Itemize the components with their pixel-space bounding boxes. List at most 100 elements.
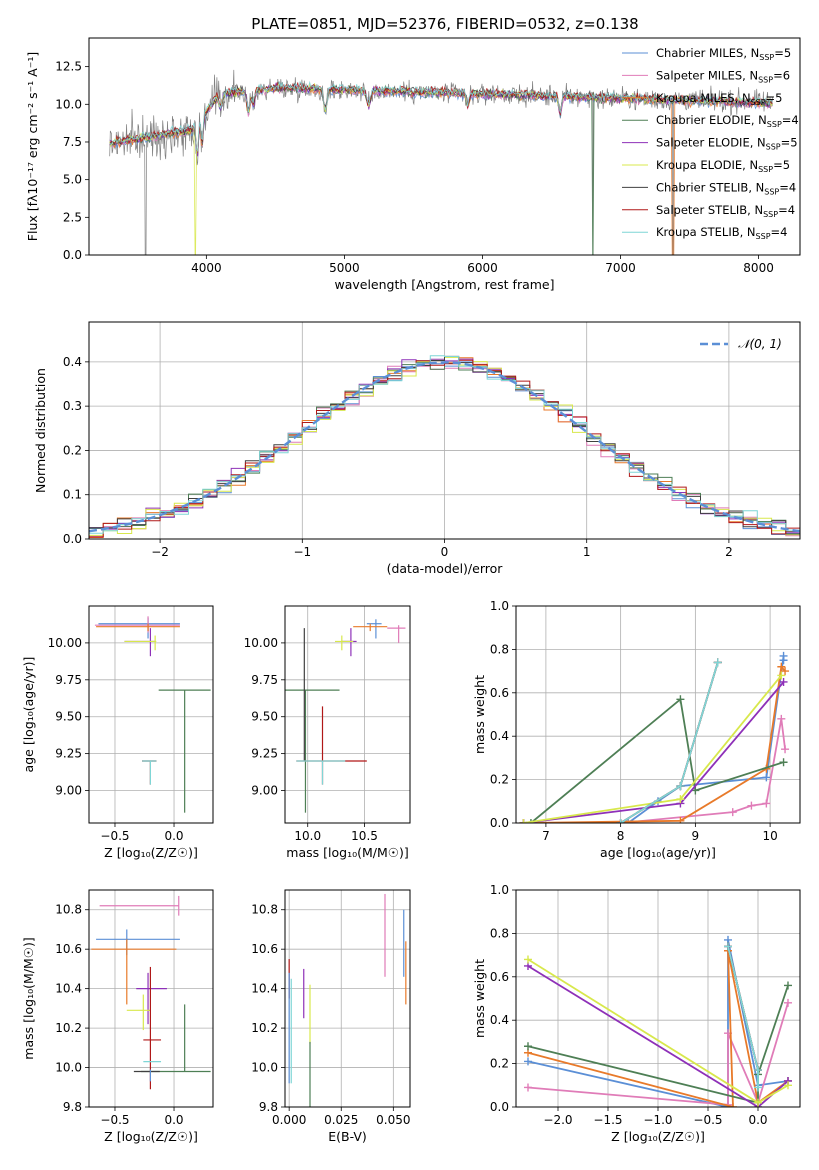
mass-weight-marker — [676, 695, 685, 704]
massweight-vs-Z-ytick-label: 1.0 — [490, 883, 509, 897]
residuals-xtick-label: 0 — [441, 545, 449, 559]
model-spectrum-line — [109, 82, 773, 153]
legend-sub: SSP — [758, 75, 773, 84]
legend-eq: =5 — [781, 136, 798, 150]
mass-weight-marker — [724, 942, 732, 951]
model-spectrum-line — [109, 82, 773, 157]
age-vs-Z-panel: −0.5 0.0 9.00 9.25 9.50 9.75 10.00 Z [log₁₀(Z/Z… — [21, 605, 214, 860]
mass-weight-marker — [777, 662, 786, 671]
legend-sub: SSP — [758, 165, 773, 174]
legend-label: Kroupa STELIB, NSSP=4 — [656, 225, 787, 241]
massweight-vs-Z-xtick-label: −0.5 — [693, 1113, 722, 1127]
spectrum-xtick-label: 5000 — [329, 261, 360, 275]
massweight-vs-age-ytick-label: 0.0 — [490, 816, 509, 830]
spectrum-ytick-label: 0.0 — [63, 248, 82, 262]
residuals-ylabel: Normed distribution — [33, 368, 48, 493]
mass-weight-marker — [524, 1083, 532, 1092]
legend-eq: =4 — [778, 203, 795, 217]
mass-weight-marker — [762, 773, 771, 782]
mass-vs-Z-ytick-label: 9.8 — [63, 1100, 82, 1114]
mass-weight-marker — [779, 677, 788, 686]
legend-eq: =4 — [782, 113, 799, 127]
mass-vs-Z-ylabel: mass [log₁₀(M/M☉)] — [21, 937, 36, 1059]
mass-weight-marker — [729, 1103, 737, 1107]
spectrum-ytick-label: 5.0 — [63, 173, 82, 187]
residuals-xtick-label: 1 — [583, 545, 591, 559]
massweight-vs-age-xtick-label: 9 — [692, 829, 700, 843]
massweight-vs-Z-xtick-label: −2.0 — [543, 1113, 572, 1127]
mass-weight-line — [620, 662, 719, 823]
legend-label: Salpeter ELODIE, NSSP=5 — [656, 136, 798, 152]
legend-label: 𝒩(0, 1) — [738, 337, 782, 351]
massweight-vs-Z-ytick-label: 0.2 — [490, 1057, 509, 1071]
legend-sub: SSP — [767, 120, 782, 129]
mass-weight-marker — [779, 656, 788, 665]
age-vs-Z-ytick-label: 9.00 — [55, 784, 82, 798]
legend-sub: SSP — [766, 143, 781, 152]
massweight-vs-age-xtick-label: 10 — [762, 829, 777, 843]
mass-weight-marker — [754, 1098, 762, 1107]
mass-weight-marker — [676, 795, 685, 804]
mass-vs-EBV-xtick-label: 0.050 — [376, 1113, 410, 1127]
spectrum-panel: 4000 5000 6000 7000 8000 0.0 2.5 5.0 7.5 10.0 12.5… — [25, 37, 801, 292]
mass-vs-EBV-xlabel: E(B-V) — [328, 1129, 367, 1144]
massweight-vs-age-ytick-label: 1.0 — [490, 599, 509, 613]
residuals-ytick-label: 0.2 — [63, 443, 82, 457]
legend-label: Chabrier ELODIE, NSSP=4 — [656, 113, 799, 129]
mass-vs-Z-panel: −0.5 0.0 9.8 10.0 10.2 10.4 10.6 10.8 Z [log₁₀(Z… — [21, 889, 214, 1144]
mass-vs-Z-xtick-label: −0.5 — [100, 1113, 129, 1127]
residuals-xlabel: (data-model)/error — [387, 561, 504, 576]
mass-weight-marker — [779, 758, 788, 767]
mass-weight-marker — [713, 658, 722, 667]
residuals-xtick-label: −1 — [293, 545, 311, 559]
massweight-vs-age-xlabel: age [log₁₀(age/yr)] — [600, 845, 716, 860]
mass-weight-marker — [526, 819, 535, 823]
mass-weight-marker — [728, 808, 737, 817]
legend-label: Chabrier MILES, NSSP=5 — [656, 46, 791, 62]
massweight-vs-age-ytick-label: 0.6 — [490, 686, 509, 700]
massweight-vs-Z-xtick-label: 0.0 — [748, 1113, 767, 1127]
mass-vs-Z-ytick-label: 10.8 — [55, 903, 82, 917]
legend-eq: =5 — [766, 91, 783, 105]
mass-weight-marker — [754, 1066, 762, 1075]
massweight-vs-Z-ytick-label: 0.8 — [490, 926, 509, 940]
massweight-vs-Z-xlabel: Z [log₁₀(Z/Z☉)] — [611, 1129, 705, 1144]
panels: 4000 5000 6000 7000 80000.02.55.07.510.012.5… — [21, 37, 801, 1144]
legend-label: Kroupa ELODIE, NSSP=5 — [656, 158, 790, 174]
legend-sub: SSP — [751, 98, 766, 107]
massweight-vs-age-ytick-label: 0.4 — [490, 729, 509, 743]
mass-weight-line — [620, 662, 719, 823]
mass-weight-line — [530, 697, 784, 823]
mass-weight-marker — [781, 667, 790, 676]
age-vs-Z-ytick-label: 9.50 — [55, 710, 82, 724]
age-vs-Z-ytick-label: 10.00 — [48, 636, 82, 650]
mass-vs-EBV-ytick-label: 10.6 — [251, 942, 278, 956]
legend-eq: =6 — [773, 68, 790, 82]
mass-vs-Z-ytick-label: 10.0 — [55, 1061, 82, 1075]
age-vs-mass-panel: 10.0 10.5 9.00 9.25 9.50 9.75 10.00 mass [log₁₀… — [244, 605, 411, 860]
spectrum-xtick-label: 8000 — [743, 261, 774, 275]
age-vs-mass-ytick-label: 9.25 — [251, 747, 278, 761]
massweight-vs-age-xtick-label: 8 — [617, 829, 625, 843]
massweight-vs-Z-ytick-label: 0.0 — [490, 1100, 509, 1114]
age-vs-mass-ytick-label: 9.00 — [251, 784, 278, 798]
age-vs-mass-xtick-label: 10.5 — [351, 829, 378, 843]
legend-sub: SSP — [756, 232, 771, 241]
normal-curve — [89, 361, 800, 533]
massweight-vs-Z-ytick-label: 0.4 — [490, 1013, 509, 1027]
age-vs-Z-xtick-label: 0.0 — [164, 829, 183, 843]
legend-eq: =5 — [773, 158, 790, 172]
spectrum-ytick-label: 12.5 — [55, 60, 82, 74]
age-vs-mass-xlabel: mass [log₁₀(M/M☉)] — [286, 845, 408, 860]
spectrum-ytick-label: 10.0 — [55, 97, 82, 111]
mass-vs-EBV-xtick-label: 0.025 — [324, 1113, 358, 1127]
residuals-panel: −2 −1 0 1 2 0.0 0.1 0.2 0.3 0.4 (data-model)/error… — [33, 321, 801, 576]
legend-label: Salpeter STELIB, NSSP=4 — [656, 203, 795, 219]
mass-vs-Z-ytick-label: 10.6 — [55, 942, 82, 956]
massweight-vs-age-panel: 7 8 9 10 0.0 0.2 0.4 0.6 0.8 1.0 age [log₁₀(age/yr… — [472, 599, 801, 860]
mass-vs-Z-plot-area — [89, 890, 213, 1107]
legend-sub: SSP — [763, 210, 778, 219]
age-vs-mass-ytick-label: 10.00 — [244, 636, 278, 650]
residuals-plot-area — [89, 322, 800, 539]
legend-eq: =4 — [771, 225, 788, 239]
